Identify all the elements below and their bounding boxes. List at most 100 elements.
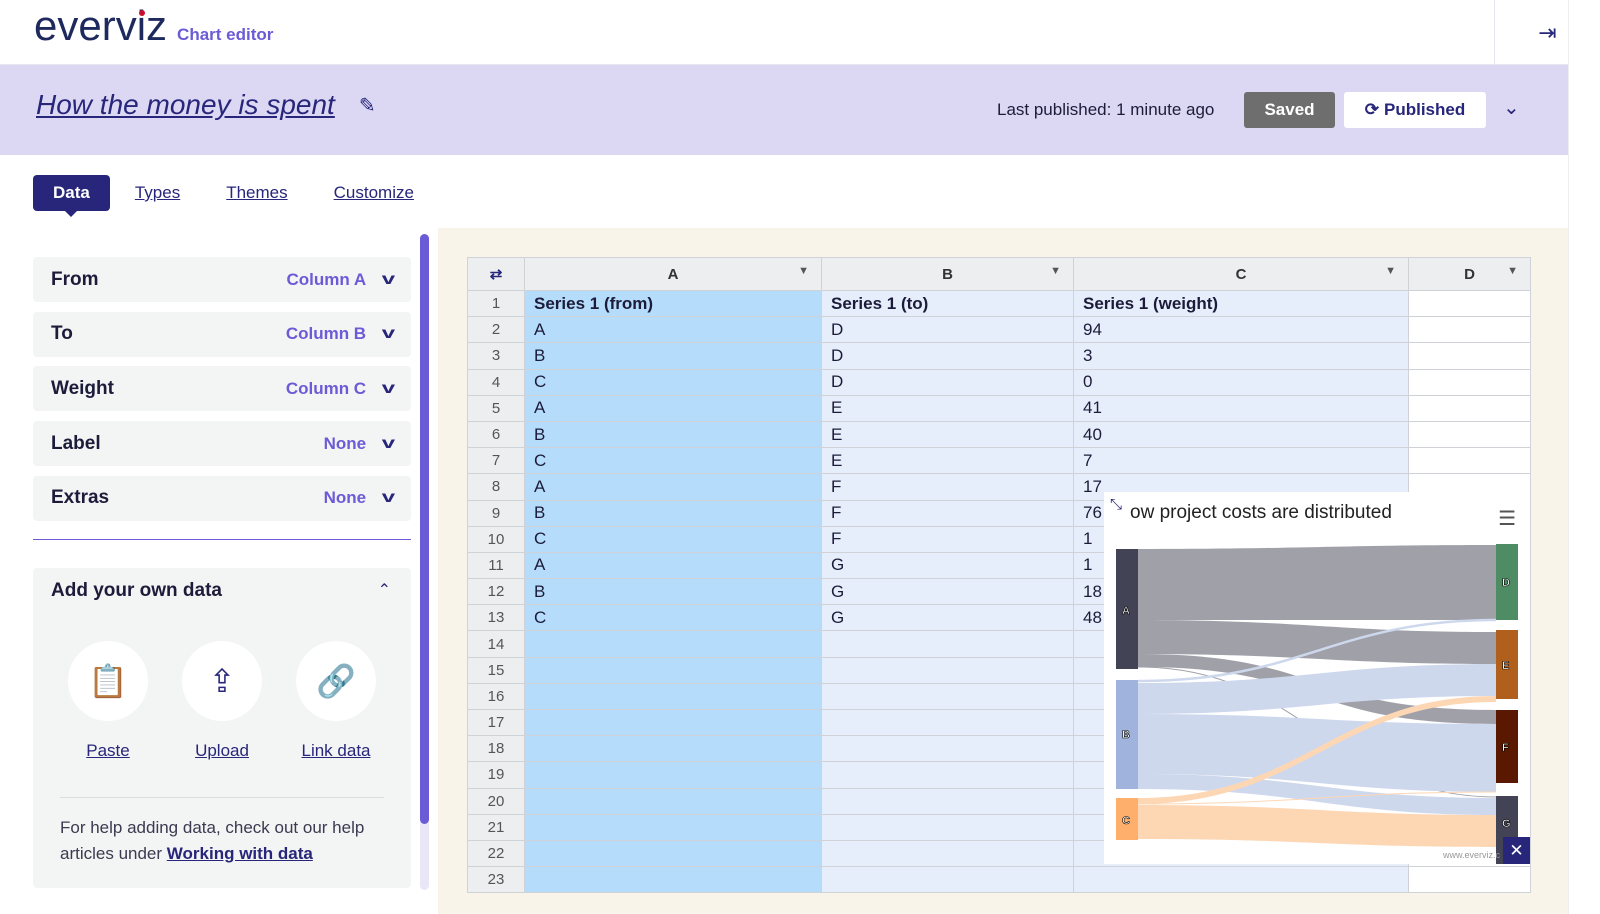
row-number[interactable]: 19 [467,761,525,789]
from-select[interactable]: From Column A v [33,257,411,302]
cell-a[interactable] [524,866,822,894]
tab-themes[interactable]: Themes [226,183,288,202]
row-number[interactable]: 7 [467,447,525,475]
cell-a[interactable]: B [524,342,822,370]
cell-b[interactable]: D [821,316,1074,344]
cell-a[interactable] [524,630,822,658]
cell-a[interactable] [524,708,822,737]
cell-b[interactable]: D [821,342,1074,370]
scrollbar-thumb[interactable] [420,234,429,824]
row-number[interactable]: 8 [467,473,525,501]
row-number[interactable]: 22 [467,839,525,868]
label-select[interactable]: Label None v [33,421,411,467]
cell-d[interactable] [1408,342,1531,370]
column-header-a[interactable]: A ▼ [524,257,822,291]
cell-a[interactable]: C [524,447,822,475]
cell-a[interactable] [524,761,822,789]
link-data-button[interactable]: 🔗 Link data [296,640,376,761]
chevron-up-icon[interactable]: ⌃ [377,581,391,599]
cell-a[interactable]: C [524,525,822,553]
tab-customize[interactable]: Customize [333,183,414,202]
cell-d[interactable] [1408,447,1531,475]
cell-a[interactable]: B [524,499,822,527]
row-number[interactable]: 18 [467,735,525,763]
cell-b[interactable] [821,813,1074,841]
cell-b[interactable]: E [821,447,1074,475]
cell-b[interactable] [821,735,1074,763]
cell-a[interactable]: A [524,394,822,422]
cell-a[interactable]: C [524,604,822,632]
upload-button[interactable]: ⇪ Upload [182,640,262,761]
cell-b[interactable] [821,708,1074,737]
tab-types[interactable]: Types [134,183,181,202]
row-number[interactable]: 12 [467,578,525,606]
row-number[interactable]: 6 [467,420,525,449]
cell-d[interactable] [1408,420,1531,449]
cell-b[interactable] [821,839,1074,868]
cell-b[interactable]: G [821,604,1074,632]
cell-d[interactable] [1408,394,1531,422]
cell-c[interactable]: Series 1 (weight) [1073,289,1409,318]
cell-a[interactable] [524,735,822,763]
row-number[interactable]: 2 [467,316,525,344]
row-number[interactable]: 4 [467,368,525,396]
cell-a[interactable]: A [524,551,822,580]
column-header-c[interactable]: C ▼ [1073,257,1409,291]
paste-button[interactable]: 📋 Paste [68,640,148,761]
row-number[interactable]: 14 [467,630,525,658]
cell-a[interactable]: B [524,420,822,449]
column-header-d[interactable]: D ▼ [1408,257,1531,291]
close-icon[interactable]: ✕ [1503,837,1530,864]
cell-a[interactable] [524,813,822,841]
published-button[interactable]: ⟳ Published [1344,92,1486,128]
chevron-down-icon[interactable]: ▼ [1050,265,1061,277]
row-number[interactable]: 15 [467,656,525,684]
tab-data[interactable]: Data [33,175,110,217]
cell-d[interactable] [1408,368,1531,396]
chevron-down-icon[interactable]: ▼ [1385,265,1396,277]
sign-out-icon[interactable]: ⇥ [1494,0,1600,65]
cell-b[interactable] [821,866,1074,894]
cell-a[interactable] [524,839,822,868]
hamburger-menu-icon[interactable]: ☰ [1498,508,1516,530]
cell-d[interactable] [1408,289,1531,318]
cell-c[interactable]: 0 [1073,368,1409,396]
cell-c[interactable] [1073,866,1409,894]
cell-a[interactable]: C [524,368,822,396]
expand-icon[interactable]: ⤡ [1110,496,1123,513]
row-number[interactable]: 9 [467,499,525,527]
cell-b[interactable]: G [821,578,1074,606]
row-number[interactable]: 16 [467,682,525,711]
cell-b[interactable]: D [821,368,1074,396]
row-number[interactable]: 5 [467,394,525,422]
row-number[interactable]: 17 [467,708,525,737]
row-number[interactable]: 23 [467,866,525,894]
chart-title[interactable]: How the money is spent [36,89,335,120]
to-select[interactable]: To Column B v [33,311,411,357]
cell-b[interactable]: E [821,420,1074,449]
add-data-title[interactable]: Add your own data [51,579,222,601]
cell-b[interactable] [821,787,1074,815]
cell-a[interactable] [524,656,822,684]
cell-b[interactable]: F [821,473,1074,501]
cell-b[interactable] [821,656,1074,684]
saved-button[interactable]: Saved [1244,92,1335,128]
cell-a[interactable] [524,787,822,815]
row-number[interactable]: 3 [467,342,525,370]
cell-c[interactable]: 7 [1073,447,1409,475]
row-number[interactable]: 20 [467,787,525,815]
left-panel-scrollbar[interactable] [420,234,429,890]
cell-b[interactable] [821,630,1074,658]
cell-a[interactable]: Series 1 (from) [524,289,822,318]
cell-c[interactable]: 41 [1073,394,1409,422]
weight-select[interactable]: Weight Column C v [33,366,411,412]
chevron-down-icon[interactable]: ▼ [798,265,809,277]
page-scrollbar[interactable] [1568,0,1600,914]
row-number[interactable]: 11 [467,551,525,580]
cell-a[interactable]: A [524,473,822,501]
refresh-grid-icon[interactable]: ⇄ [467,257,525,291]
row-number[interactable]: 13 [467,604,525,632]
row-number[interactable]: 21 [467,813,525,841]
cell-d[interactable] [1408,316,1531,344]
cell-b[interactable]: G [821,551,1074,580]
